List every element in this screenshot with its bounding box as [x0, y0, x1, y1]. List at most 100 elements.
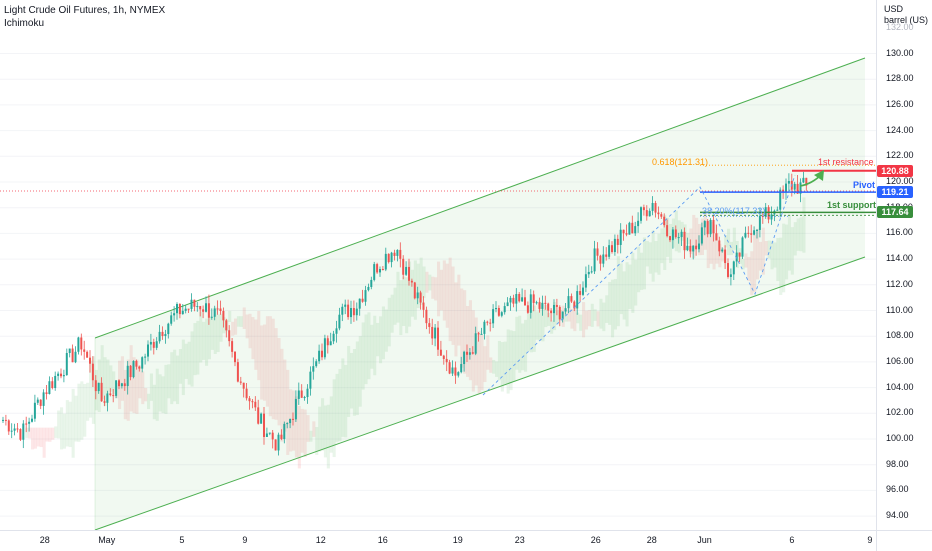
cloud-segment: [579, 314, 583, 331]
cloud-segment: [538, 301, 542, 341]
cloud-segment: [74, 395, 78, 442]
cloud-segment: [468, 300, 472, 381]
price-axis-title: USD barrel (US): [884, 4, 930, 26]
candle-body: [135, 360, 138, 367]
cloud-segment: [732, 227, 736, 250]
candle-body: [10, 430, 13, 432]
candle-body: [207, 303, 210, 318]
candle-body: [660, 214, 663, 217]
cloud-segment: [358, 336, 362, 407]
candle-body: [492, 309, 495, 324]
candle-body: [550, 310, 553, 314]
ascending-channel[interactable]: [94, 57, 866, 530]
candle-body: [381, 269, 384, 271]
candle-body: [399, 249, 402, 259]
cloud-segment: [318, 406, 322, 452]
cloud-segment: [199, 311, 203, 363]
candle-body: [239, 381, 242, 383]
cloud-segment: [779, 237, 783, 295]
candle-body: [573, 301, 576, 309]
cloud-segment: [724, 235, 728, 248]
cloud-segment: [419, 257, 423, 305]
candle-body: [526, 305, 529, 313]
cloud-segment: [126, 359, 130, 421]
cloud-segment: [506, 329, 510, 394]
cloud-segment: [65, 400, 69, 447]
cloud-segment: [767, 240, 771, 259]
cloud-segment: [103, 357, 107, 406]
cloud-segment: [193, 323, 197, 376]
cloud-segment: [669, 223, 673, 263]
candle-body: [547, 303, 550, 311]
candle-body: [683, 231, 686, 251]
cloud-segment: [434, 277, 438, 301]
price-tick-label: 126.00: [886, 98, 914, 109]
cloud-segment: [155, 368, 159, 421]
cloud-segment: [599, 298, 603, 329]
candle-body: [86, 351, 89, 358]
candle-body: [758, 215, 761, 230]
cloud-segment: [251, 317, 255, 360]
cloud-segment: [524, 319, 528, 372]
candle-body: [756, 229, 758, 231]
candle-body: [222, 310, 225, 321]
candle-body: [263, 413, 265, 437]
candle-body: [402, 258, 405, 275]
pivot-price-tag: 119.21: [877, 186, 913, 198]
price-chart[interactable]: [0, 0, 876, 530]
candle-body: [248, 398, 251, 402]
cloud-segment: [135, 359, 139, 414]
cloud-segment: [608, 281, 612, 325]
candle-body: [341, 306, 344, 315]
candle-body: [358, 298, 361, 309]
candle-body: [564, 308, 567, 312]
cloud-segment: [402, 276, 406, 327]
cloud-segment: [553, 302, 557, 331]
candle-body: [210, 316, 213, 318]
fib-upper-label: 0.618(121.31): [652, 157, 709, 167]
candle-body: [390, 252, 393, 263]
cloud-segment: [776, 237, 780, 282]
cloud-segment: [596, 311, 600, 327]
candle-body: [689, 245, 692, 252]
cloud-segment: [207, 316, 211, 360]
cloud-segment: [573, 305, 577, 332]
overlays[interactable]: [0, 164, 876, 396]
cloud-segment: [529, 310, 533, 353]
indicator-name: Ichimoku: [4, 18, 45, 29]
cloud-segment: [750, 251, 754, 295]
time-axis[interactable]: [0, 530, 876, 551]
grid: [0, 53, 876, 517]
cloud-segment: [202, 321, 206, 360]
cloud-segment: [129, 345, 133, 412]
ichimoku-cloud: [25, 197, 806, 469]
cloud-segment: [622, 271, 626, 320]
cloud-segment: [495, 361, 499, 377]
candle-body: [329, 341, 332, 346]
cloud-segment: [321, 398, 325, 451]
candle-body: [437, 327, 439, 350]
price-axis[interactable]: [876, 0, 932, 530]
candle-body: [671, 229, 674, 241]
candle-body: [277, 434, 280, 451]
cloud-segment: [535, 311, 539, 340]
candle-body: [271, 432, 274, 440]
candle-body: [112, 395, 115, 397]
cloud-segment: [689, 228, 693, 255]
candle-body: [454, 367, 457, 376]
cloud-segment: [292, 390, 296, 451]
cloud-segment: [747, 256, 751, 282]
cloud-segment: [773, 242, 777, 268]
cloud-segment: [303, 409, 307, 458]
candle-body: [721, 249, 724, 252]
candle-body: [178, 304, 181, 315]
price-tick-label: 114.00: [886, 253, 913, 264]
cloud-segment: [283, 359, 287, 432]
chart-area[interactable]: Light Crude Oil Futures, 1h, NYMEX Ichim…: [0, 0, 876, 530]
unit-label: barrel (US): [884, 15, 929, 25]
cloud-segment: [178, 348, 182, 384]
candle-body: [355, 308, 358, 316]
candle-body: [698, 243, 700, 250]
candle-body: [205, 303, 207, 312]
candle-body: [120, 383, 123, 387]
